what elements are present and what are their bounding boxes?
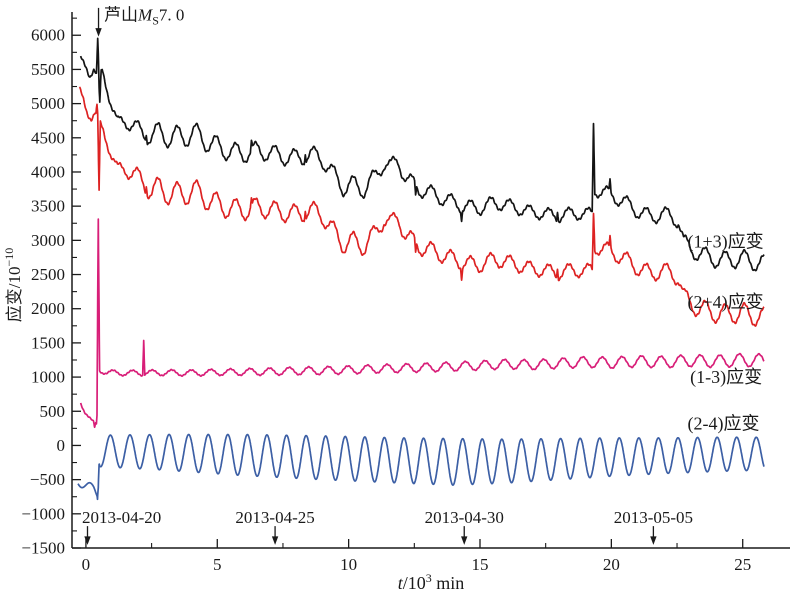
date-arrow-0-head (84, 536, 91, 545)
x-axis-title: t/103 min (398, 571, 465, 593)
date-arrow-3-head (650, 536, 657, 545)
y-tick-label: −1500 (21, 539, 65, 558)
y-tick-label: 3500 (31, 197, 65, 216)
series-label-0: (1+3)应变 (688, 232, 764, 253)
y-tick-label: 1000 (31, 368, 65, 387)
y-axis-title: 应变/10−10 (2, 248, 24, 323)
date-label-1: 2013-04-25 (235, 508, 314, 527)
y-tick-label: 2500 (31, 265, 65, 284)
y-tick-label: 0 (57, 436, 66, 455)
earthquake-label: 芦山MS7. 0 (104, 6, 184, 28)
y-tick-label: 2000 (31, 299, 65, 318)
y-tick-label: −1000 (21, 504, 65, 523)
x-tick-label: 5 (213, 555, 222, 574)
y-tick-label: 4000 (31, 162, 65, 181)
y-tick-label: 500 (40, 402, 66, 421)
date-label-2: 2013-04-30 (425, 508, 504, 527)
date-arrow-2-head (461, 536, 468, 545)
series-line-0 (79, 37, 765, 272)
series-label-2: (1-3)应变 (690, 367, 762, 388)
x-tick-label: 15 (471, 555, 488, 574)
date-arrow-1-head (271, 536, 279, 545)
y-tick-label: −500 (30, 470, 65, 489)
y-tick-label: 5500 (31, 60, 65, 79)
date-label-3: 2013-05-05 (614, 508, 693, 527)
x-tick-label: 25 (734, 555, 751, 574)
x-tick-label: 20 (603, 555, 620, 574)
series-line-2 (79, 218, 765, 429)
series-label-3: (2-4)应变 (688, 414, 760, 435)
y-tick-label: 1500 (31, 333, 65, 352)
y-tick-label: 3000 (31, 231, 65, 250)
earthquake-arrow-head (95, 28, 102, 37)
series-label-1: (2+4)应变 (688, 292, 764, 313)
series-line-1 (78, 86, 765, 327)
x-tick-label: 10 (340, 555, 357, 574)
x-tick-label: 0 (82, 555, 91, 574)
y-tick-label: 5000 (31, 94, 65, 113)
y-tick-label: 4500 (31, 128, 65, 147)
y-tick-label: 6000 (31, 26, 65, 45)
date-label-0: 2013-04-20 (82, 508, 161, 527)
series-line-3 (77, 433, 765, 501)
